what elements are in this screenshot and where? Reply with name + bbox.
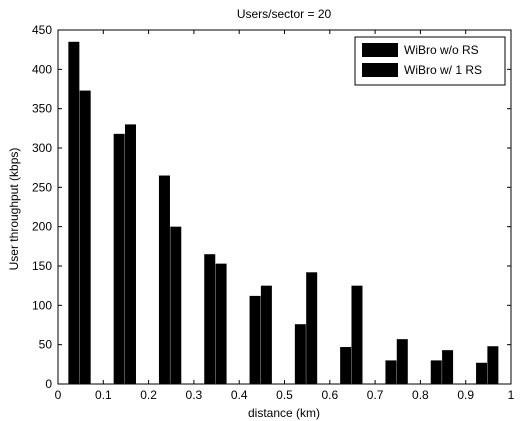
x-axis-label: distance (km) bbox=[248, 406, 320, 420]
chart-title: Users/sector = 20 bbox=[237, 7, 332, 21]
legend-label-wibro-w-1-rs: WiBro w/ 1 RS bbox=[404, 63, 482, 77]
bar-series-0-point-0 bbox=[68, 41, 80, 385]
bar-series-0-point-2 bbox=[158, 175, 170, 384]
legend-label-wibro-wo-rs: WiBro w/o RS bbox=[404, 43, 479, 57]
y-tick-label: 0 bbox=[45, 377, 52, 391]
bar-series-0-point-7 bbox=[385, 360, 397, 384]
y-tick-label: 200 bbox=[32, 220, 52, 234]
x-tick-label: 0.8 bbox=[412, 388, 429, 402]
x-tick-label: 0.7 bbox=[367, 388, 384, 402]
bar-series-1-point-6 bbox=[351, 285, 363, 384]
x-tick-label: 0.2 bbox=[140, 388, 157, 402]
bars-layer bbox=[68, 41, 499, 385]
y-axis-label: User throughput (kbps) bbox=[7, 148, 21, 271]
y-tick-label: 50 bbox=[39, 338, 53, 352]
x-tick-label: 0.1 bbox=[95, 388, 112, 402]
x-tick-label: 0 bbox=[55, 388, 62, 402]
bar-series-1-point-4 bbox=[260, 285, 272, 384]
y-tick-label: 100 bbox=[32, 298, 52, 312]
bar-series-1-point-7 bbox=[396, 339, 408, 384]
bar-series-1-point-3 bbox=[215, 263, 227, 384]
x-tick-label: 1 bbox=[508, 388, 515, 402]
y-tick-label: 350 bbox=[32, 102, 52, 116]
x-tick-label: 0.9 bbox=[457, 388, 474, 402]
x-tick-label: 0.5 bbox=[276, 388, 293, 402]
bar-series-0-point-3 bbox=[204, 254, 216, 384]
bar-series-1-point-1 bbox=[124, 124, 136, 385]
bar-series-1-point-2 bbox=[170, 226, 182, 384]
x-tick-label: 0.6 bbox=[321, 388, 338, 402]
bar-series-0-point-5 bbox=[294, 324, 306, 384]
ticks-layer: 0 0.1 0.2 0.3 0.4 0.5 0.6 0.7 0.8 0.9 1 0 50 100 150 20… bbox=[32, 23, 515, 402]
legend-swatch-wibro-wo-rs bbox=[362, 43, 398, 57]
legend: WiBro w/o RS WiBro w/ 1 RS bbox=[354, 36, 506, 86]
bar-series-0-point-1 bbox=[113, 133, 125, 384]
bar-series-0-point-8 bbox=[430, 360, 442, 384]
y-tick-label: 150 bbox=[32, 259, 52, 273]
y-tick-label: 250 bbox=[32, 180, 52, 194]
x-tick-label: 0.3 bbox=[186, 388, 203, 402]
bar-series-1-point-8 bbox=[442, 350, 454, 384]
bar-series-1-point-9 bbox=[487, 346, 499, 384]
y-tick-label: 300 bbox=[32, 141, 52, 155]
y-tick-label: 400 bbox=[32, 62, 52, 76]
bar-series-0-point-9 bbox=[476, 362, 488, 384]
x-tick-label: 0.4 bbox=[231, 388, 248, 402]
bar-series-1-point-0 bbox=[79, 90, 91, 384]
bar-series-1-point-5 bbox=[306, 272, 318, 384]
bar-series-0-point-6 bbox=[340, 347, 352, 384]
legend-swatch-wibro-w-1-rs bbox=[362, 63, 398, 77]
y-tick-label: 450 bbox=[32, 23, 52, 37]
bar-series-0-point-4 bbox=[249, 295, 261, 384]
